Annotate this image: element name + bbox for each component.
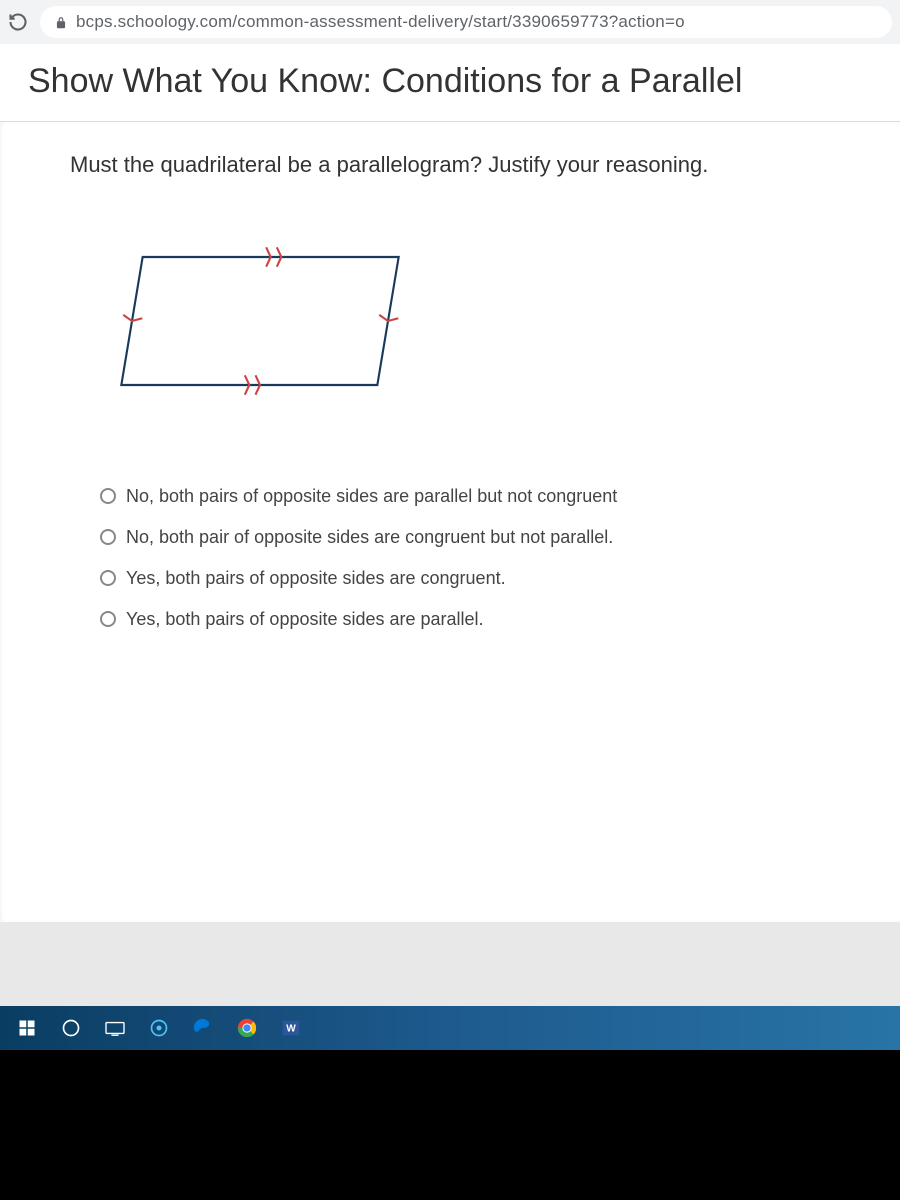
answer-options: No, both pairs of opposite sides are par… bbox=[100, 476, 850, 640]
radio-icon bbox=[100, 611, 116, 627]
address-bar[interactable]: bcps.schoology.com/common-assessment-del… bbox=[40, 6, 892, 38]
option-label: No, both pairs of opposite sides are par… bbox=[126, 486, 617, 507]
start-button[interactable] bbox=[8, 1009, 46, 1047]
below-screen bbox=[0, 1050, 900, 1200]
task-view-icon[interactable] bbox=[96, 1009, 134, 1047]
diagram-svg bbox=[100, 221, 420, 421]
reload-icon[interactable] bbox=[8, 12, 28, 32]
browser-toolbar: bcps.schoology.com/common-assessment-del… bbox=[0, 0, 900, 44]
option-0[interactable]: No, both pairs of opposite sides are par… bbox=[100, 476, 850, 517]
option-2[interactable]: Yes, both pairs of opposite sides are co… bbox=[100, 558, 850, 599]
cortana-icon[interactable] bbox=[52, 1009, 90, 1047]
page-header: Show What You Know: Conditions for a Par… bbox=[0, 44, 900, 122]
option-3[interactable]: Yes, both pairs of opposite sides are pa… bbox=[100, 599, 850, 640]
radio-icon bbox=[100, 488, 116, 504]
radio-icon bbox=[100, 570, 116, 586]
edge-icon[interactable] bbox=[184, 1009, 222, 1047]
page-title: Show What You Know: Conditions for a Par… bbox=[28, 62, 872, 101]
option-label: No, both pair of opposite sides are cong… bbox=[126, 527, 613, 548]
option-1[interactable]: No, both pair of opposite sides are cong… bbox=[100, 517, 850, 558]
option-label: Yes, both pairs of opposite sides are pa… bbox=[126, 609, 484, 630]
lock-icon bbox=[54, 15, 68, 29]
radio-icon bbox=[100, 529, 116, 545]
settings-icon[interactable] bbox=[140, 1009, 178, 1047]
parallelogram-diagram bbox=[100, 221, 850, 426]
question-prompt: Must the quadrilateral be a parallelogra… bbox=[70, 150, 850, 181]
url-text: bcps.schoology.com/common-assessment-del… bbox=[76, 12, 685, 32]
svg-text:W: W bbox=[286, 1024, 296, 1035]
content-area: Must the quadrilateral be a parallelogra… bbox=[0, 122, 900, 922]
chrome-icon[interactable] bbox=[228, 1009, 266, 1047]
option-label: Yes, both pairs of opposite sides are co… bbox=[126, 568, 506, 589]
windows-taskbar: W bbox=[0, 1006, 900, 1050]
word-icon[interactable]: W bbox=[272, 1009, 310, 1047]
